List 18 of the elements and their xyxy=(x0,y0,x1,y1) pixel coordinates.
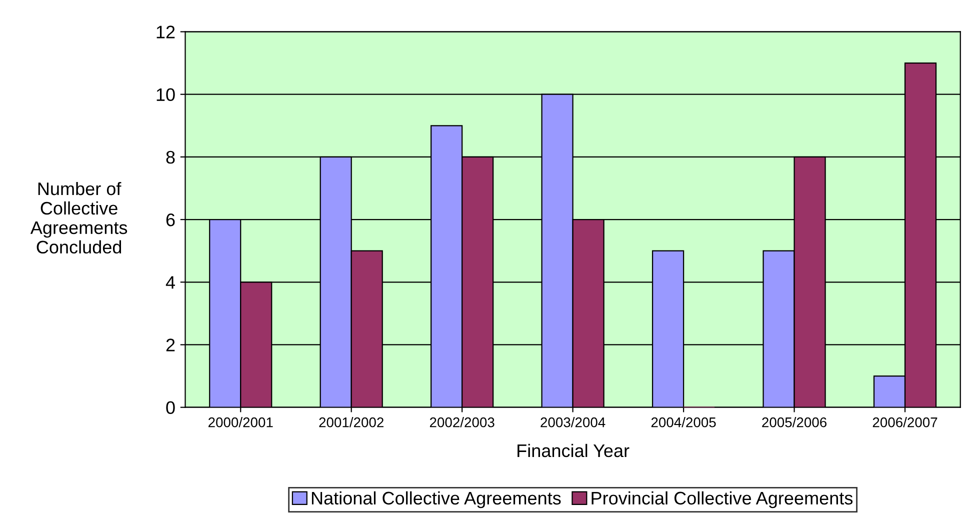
x-tick-label: 2005/2006 xyxy=(762,417,826,428)
y-tick-label: 8 xyxy=(166,150,175,164)
y-tick-label: 10 xyxy=(156,88,175,102)
legend-label: National Collective Agreements xyxy=(312,491,561,508)
y-tick-label: 2 xyxy=(166,338,175,352)
x-tick-label: 2001/2002 xyxy=(319,417,384,428)
x-axis-title: Financial Year xyxy=(518,444,630,458)
legend-label: Provincial Collective Agreements xyxy=(592,491,853,508)
x-tick-label: 2003/2004 xyxy=(540,417,606,428)
x-tick-label: 2002/2003 xyxy=(430,417,494,428)
y-tick-label: 12 xyxy=(156,26,175,38)
x-tick-label: 2006/2007 xyxy=(872,417,938,428)
y-tick-label: 4 xyxy=(166,276,175,289)
x-tick-label: 2004/2005 xyxy=(651,417,716,428)
y-tick-label: 0 xyxy=(166,401,175,414)
y-tick-label: 6 xyxy=(166,213,175,226)
y-axis-title: Number of Collective Agreements Concluded xyxy=(30,182,128,254)
x-tick-label: 2000/2001 xyxy=(208,417,273,428)
